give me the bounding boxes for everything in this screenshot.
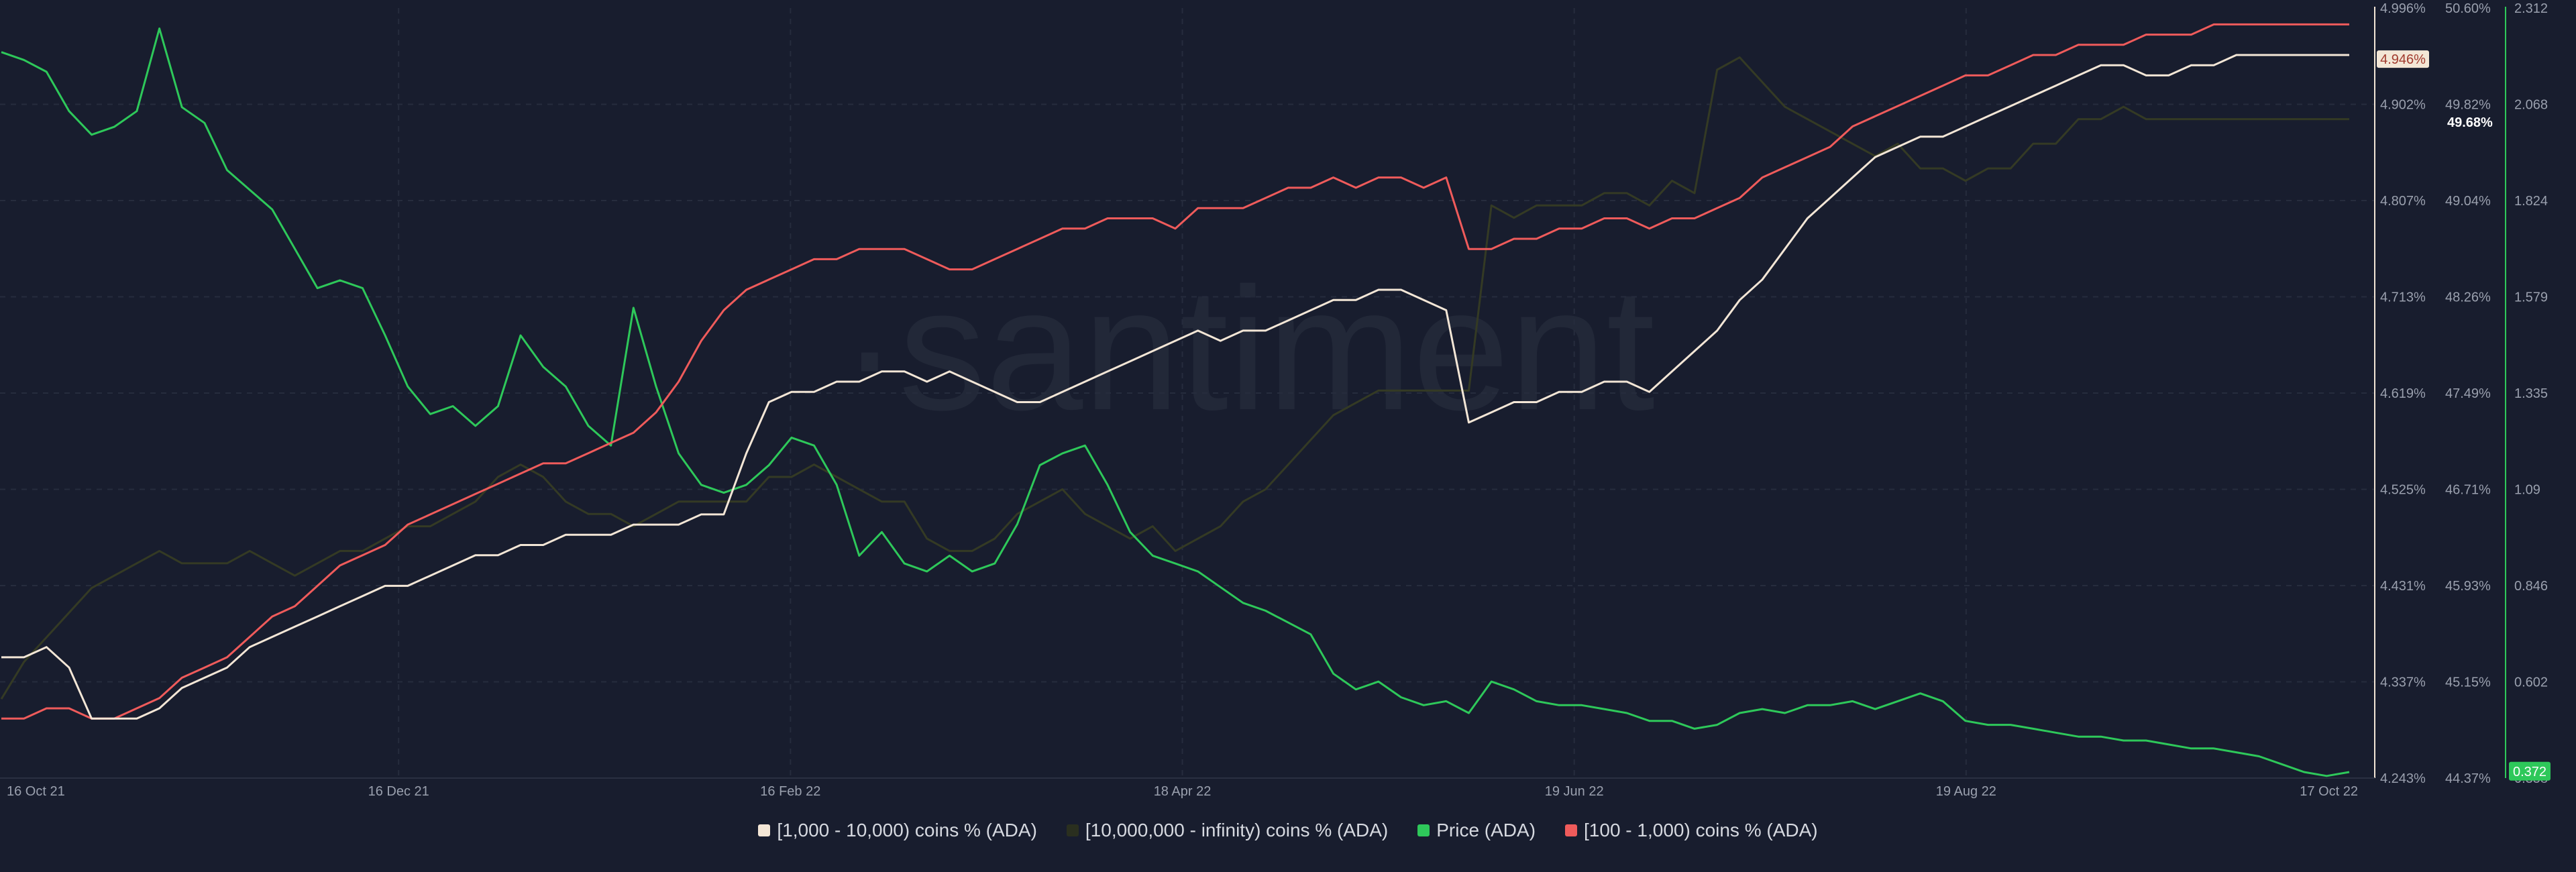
mid-pct-tick: 50.60%	[2445, 1, 2491, 16]
left-pct-tick: 4.337%	[2380, 675, 2426, 690]
legend-label: [10,000,000 - infinity) coins % (ADA)	[1085, 820, 1389, 840]
legend-item[interactable]: [1,000 - 10,000) coins % (ADA)	[758, 820, 1037, 841]
mid-pct-tick: 48.26%	[2445, 290, 2491, 305]
left-pct-tick: 4.525%	[2380, 483, 2426, 498]
x-tick-label: 17 Oct 22	[2300, 784, 2358, 799]
mid-pct-marker-label: 49.68%	[2447, 115, 2493, 130]
legend-label: [1,000 - 10,000) coins % (ADA)	[777, 820, 1037, 840]
legend-item[interactable]: [100 - 1,000) coins % (ADA)	[1565, 820, 1818, 841]
axis-value-markers: 4.946% 49.68% 0.372	[2377, 50, 2551, 781]
left-pct-marker-label: 4.946%	[2380, 52, 2426, 67]
price-tick: 0.602	[2514, 675, 2548, 690]
mid-pct-tick: 44.37%	[2445, 771, 2491, 786]
mid-pct-tick: 45.93%	[2445, 579, 2491, 594]
left-pct-tick: 4.431%	[2380, 579, 2426, 594]
grid-lines	[0, 8, 2375, 777]
x-tick-label: 16 Feb 22	[760, 784, 820, 799]
left-pct-tick: 4.902%	[2380, 98, 2426, 113]
series-layer	[0, 23, 2350, 777]
legend-item[interactable]: Price (ADA)	[1417, 820, 1536, 841]
mid-pct-tick: 49.04%	[2445, 194, 2491, 209]
mid-pct-tick: 46.71%	[2445, 483, 2491, 498]
price-tick: 2.312	[2514, 1, 2548, 16]
price-tick: 1.824	[2514, 194, 2548, 209]
left-pct-tick: 4.243%	[2380, 771, 2426, 786]
series-line	[1, 28, 2350, 777]
left-pct-tick: 4.807%	[2380, 194, 2426, 209]
legend-swatch	[758, 824, 771, 836]
series-line	[1, 23, 2349, 720]
mid-pct-tick: 47.49%	[2445, 386, 2491, 401]
left-pct-tick: 4.713%	[2380, 290, 2426, 305]
legend-swatch	[1565, 824, 1578, 836]
legend-swatch	[1066, 824, 1079, 836]
x-axis-ticks: 16 Oct 21 16 Dec 21 16 Feb 22 18 Apr 22 19 J…	[7, 784, 2358, 799]
price-tick: 1.09	[2514, 483, 2540, 498]
axis-lines	[0, 7, 2506, 779]
left-pct-tick: 4.619%	[2380, 386, 2426, 401]
x-tick-label: 16 Dec 21	[368, 784, 429, 799]
price-marker-label: 0.372	[2513, 765, 2546, 779]
series-line	[0, 56, 2349, 700]
left-pct-tick: 4.996%	[2380, 1, 2426, 16]
x-tick-label: 19 Aug 22	[1936, 784, 1996, 799]
price-tick: 0.846	[2514, 579, 2548, 594]
legend-swatch	[1417, 824, 1430, 836]
chart-legend: [1,000 - 10,000) coins % (ADA) [10,000,00…	[0, 820, 2576, 841]
series-line	[1, 54, 2349, 720]
x-tick-label: 18 Apr 22	[1154, 784, 1212, 799]
legend-label: Price (ADA)	[1436, 820, 1536, 840]
left-pct-marker	[2377, 50, 2429, 68]
price-tick: 1.579	[2514, 290, 2548, 305]
legend-item[interactable]: [10,000,000 - infinity) coins % (ADA)	[1066, 820, 1389, 841]
mid-pct-tick: 45.15%	[2445, 675, 2491, 690]
santiment-watermark: ·santiment	[841, 252, 1656, 447]
mid-pct-axis-ticks: 50.60% 49.82% 49.04% 48.26% 47.49% 46.71% 45.9…	[2445, 1, 2491, 786]
left-pct-axis-ticks: 4.996% 4.902% 4.807% 4.713% 4.619% 4.525% 4.43…	[2380, 1, 2426, 786]
price-tick: 2.068	[2514, 98, 2548, 113]
price-marker	[2509, 761, 2551, 781]
mid-pct-tick: 49.82%	[2445, 98, 2491, 113]
price-tick: 1.335	[2514, 386, 2548, 401]
x-tick-label: 16 Oct 21	[7, 784, 65, 799]
legend-label: [100 - 1,000) coins % (ADA)	[1584, 820, 1818, 840]
x-tick-label: 19 Jun 22	[1545, 784, 1604, 799]
